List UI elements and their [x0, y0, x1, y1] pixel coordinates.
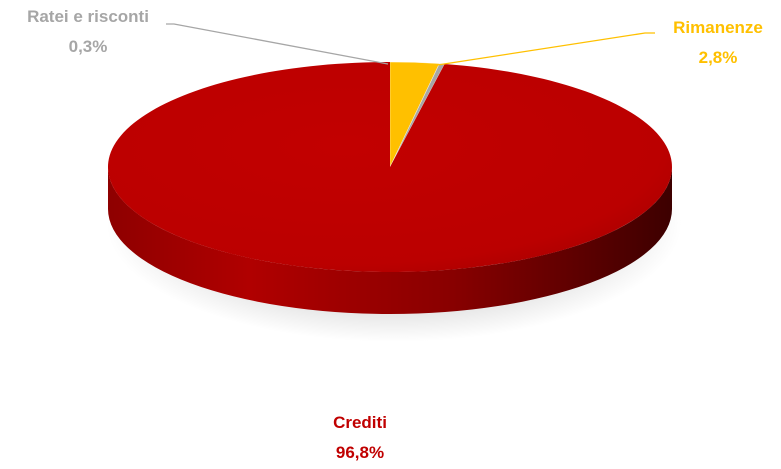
value-label-crediti: 96,8% [336, 443, 384, 462]
leader-line-ratei-e-risconti [166, 23, 389, 65]
category-label-crediti: Crediti [333, 413, 387, 432]
value-label-rimanenze: 2,8% [699, 48, 738, 67]
pie-slice-crediti [107, 62, 672, 273]
category-label-rimanenze: Rimanenze [673, 18, 763, 37]
pie-side-wall [108, 167, 672, 314]
leader-line-rimanenze [430, 32, 655, 67]
category-label-ratei-e-risconti: Ratei e risconti [27, 7, 149, 26]
value-label-ratei-e-risconti: 0,3% [69, 37, 108, 56]
